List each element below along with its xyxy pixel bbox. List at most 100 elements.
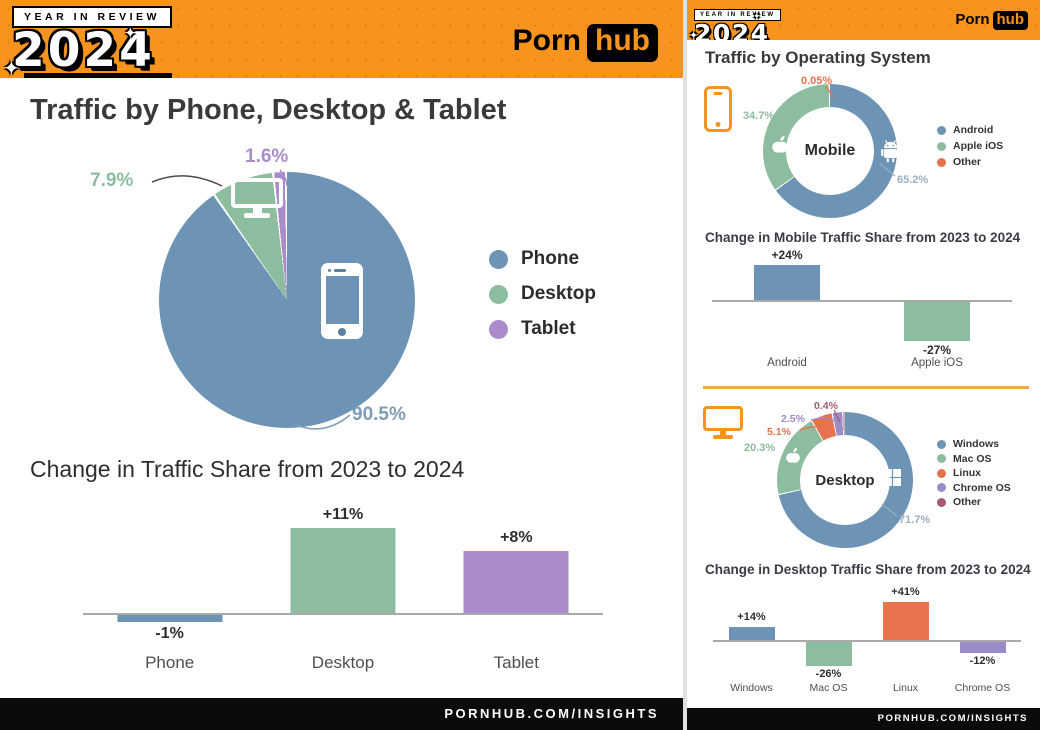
page-title-os: Traffic by Operating System — [705, 48, 931, 67]
bar-category-label: Windows — [730, 682, 773, 694]
left-body: Traffic by Phone, Desktop & Tablet 7.9% … — [0, 78, 683, 730]
pornhub-logo-porn: Porn — [512, 24, 582, 57]
bar-category-label: Phone — [145, 653, 195, 672]
footer-url: PORNHUB.COM/INSIGHTS — [687, 708, 1040, 730]
mobile-bar-chart-title: Change in Mobile Traffic Share from 2023… — [705, 230, 1021, 245]
bar-group: -27% Apple iOS — [862, 245, 1012, 385]
phone-home-button — [338, 328, 346, 336]
bar-category-label: Apple iOS — [911, 357, 963, 369]
phone-camera — [328, 269, 331, 272]
monitor-stand — [252, 207, 262, 213]
year-badge: YEAR IN REVIEW — [694, 9, 781, 21]
bar-android — [754, 265, 820, 300]
sparkle-icon: ✦ — [689, 30, 699, 40]
monitor-base — [244, 213, 270, 218]
x-axis — [83, 613, 603, 615]
year-in-review-logo: YEAR IN REVIEW 2024 ✦ ✦ — [689, 3, 781, 40]
slice-label-phone: 90.5% — [352, 404, 406, 425]
legend-label: Mac OS — [953, 452, 992, 465]
monitor-stand — [720, 430, 726, 435]
apple-logo-icon — [772, 135, 788, 153]
slice-label-desktop: 7.9% — [90, 170, 134, 191]
header-right: YEAR IN REVIEW 2024 ✦ ✦ Porn hub — [687, 0, 1040, 40]
device-change-bar-chart: -1% Phone +11% Desktop +8% Tablet — [83, 503, 603, 698]
android-robot-icon — [881, 140, 900, 163]
donut-center-label: Desktop — [815, 471, 875, 489]
bar-group: +8% Tablet — [430, 503, 603, 698]
bar-category-label: Tablet — [493, 653, 539, 672]
desktop-os-legend: Windows Mac OS Linux Chrome OS Other — [937, 438, 1011, 511]
bar-group: +41% Linux — [867, 586, 944, 704]
mobile-os-legend: Android Apple iOS Other — [937, 124, 1003, 172]
legend-swatch — [937, 157, 946, 167]
legend-label: Chrome OS — [953, 481, 1011, 494]
legend-swatch — [937, 468, 946, 478]
legend-item: Android — [937, 124, 1003, 136]
legend-swatch — [937, 141, 946, 151]
legend-item: Chrome OS — [937, 482, 1011, 494]
bar-value-label: +11% — [322, 506, 364, 524]
bar-value-label: -1% — [155, 624, 184, 642]
x-axis — [713, 640, 1021, 642]
section-divider — [703, 386, 1029, 389]
bar-group: +11% Desktop — [256, 503, 429, 698]
slice-label-windows: 71.7% — [899, 514, 931, 526]
legend-swatch — [937, 125, 946, 135]
bar-windows — [728, 626, 775, 640]
legend-item: Other — [937, 156, 1003, 168]
legend-label: Tablet — [521, 318, 576, 339]
bar-apple-ios — [904, 301, 970, 341]
header-left: YEAR IN REVIEW 2024 ✦ ✦ Porn hub — [0, 0, 683, 78]
legend-label: Other — [953, 496, 982, 508]
pornhub-logo-porn: Porn — [955, 11, 990, 28]
device-legend: Phone Desktop Tablet — [489, 248, 596, 353]
legend-swatch — [937, 439, 946, 449]
device-pie-chart — [159, 172, 415, 428]
panel-traffic-by-os: YEAR IN REVIEW 2024 ✦ ✦ Porn hub Traffic … — [683, 0, 1040, 730]
apple-logo-icon — [786, 447, 800, 463]
legend-swatch — [489, 284, 508, 304]
legend-item: Apple iOS — [937, 140, 1003, 152]
right-body: Traffic by Operating System Mobile — [687, 40, 1040, 730]
bar-value-label: +8% — [500, 529, 533, 547]
bar-mac-os — [805, 641, 852, 666]
donut-center: Desktop — [800, 435, 890, 525]
slice-label-macos: 20.3% — [744, 442, 776, 454]
pornhub-logo: Porn hub — [513, 24, 658, 62]
legend-label: Linux — [953, 467, 981, 479]
x-axis — [712, 300, 1012, 302]
pornhub-logo-hub: hub — [992, 11, 1028, 31]
legend-swatch — [937, 497, 946, 507]
panel-traffic-by-device: YEAR IN REVIEW 2024 ✦ ✦ Porn hub Traffic … — [0, 0, 683, 730]
donut-center: Mobile — [786, 107, 874, 195]
smartphone-icon — [704, 86, 732, 132]
legend-swatch — [937, 483, 946, 492]
phone-speaker — [713, 92, 723, 95]
smartphone-icon — [321, 263, 363, 339]
page-title: Traffic by Phone, Desktop & Tablet — [30, 94, 507, 126]
logo-underline — [24, 73, 172, 78]
legend-item: Other — [937, 496, 1011, 508]
slice-label-other-mobile: 0.05% — [801, 75, 833, 87]
desktop-change-bar-chart: +14% Windows -26% Mac OS +41% Linux -12% Chrome… — [713, 586, 1021, 704]
legend-item: Phone — [489, 248, 596, 270]
legend-label: Phone — [521, 248, 580, 269]
slice-label-tablet: 1.6% — [245, 146, 289, 167]
year-in-review-logo: YEAR IN REVIEW 2024 ✦ ✦ — [3, 6, 172, 78]
legend-item: Desktop — [489, 283, 596, 305]
bar-group: -26% Mac OS — [790, 592, 867, 704]
desktop-bar-chart-title: Change in Desktop Traffic Share from 202… — [705, 562, 1031, 577]
donut-center-label: Mobile — [804, 142, 856, 159]
bar-linux — [882, 601, 929, 640]
bar-group: -1% Phone — [83, 503, 256, 698]
monitor-icon — [703, 406, 743, 440]
slice-label-chromeos: 2.5% — [781, 413, 805, 425]
legend-swatch — [489, 249, 508, 269]
slice-label-android: 65.2% — [897, 174, 929, 186]
sparkle-icon: ✦ — [3, 58, 20, 78]
footer-url: PORNHUB.COM/INSIGHTS — [0, 698, 683, 730]
bar-value-label: -27% — [922, 343, 952, 358]
bar-category-label: Desktop — [311, 653, 375, 672]
year-badge: YEAR IN REVIEW — [12, 6, 172, 28]
